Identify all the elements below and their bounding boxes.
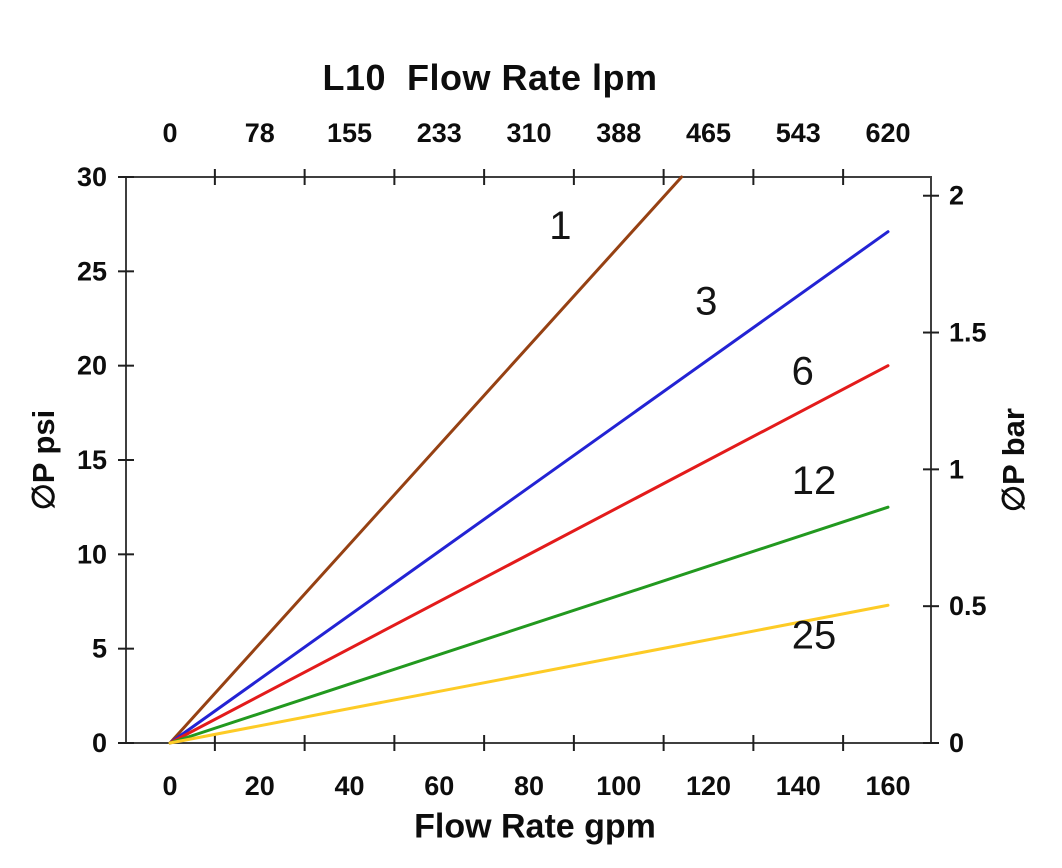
left-tick-label: 10 (77, 539, 107, 569)
bottom-tick-label: 0 (162, 771, 177, 801)
bottom-tick-label: 60 (424, 771, 454, 801)
bottom-tick-label: 120 (686, 771, 731, 801)
left-tick-label: 15 (77, 445, 107, 475)
bottom-tick-label: 160 (865, 771, 910, 801)
chart-title: L10 Flow Rate lpm (322, 57, 658, 98)
right-tick-label: 1 (949, 454, 964, 484)
top-tick-label: 310 (506, 118, 551, 148)
curve-label-1: 1 (549, 204, 571, 248)
series-line-12 (168, 505, 890, 745)
right-tick-label: 2 (949, 181, 964, 211)
top-tick-label: 620 (865, 118, 910, 148)
bottom-tick-label: 80 (514, 771, 544, 801)
top-tick-label: 465 (686, 118, 731, 148)
right-tick-label: 1.5 (949, 318, 987, 348)
left-tick-label: 0 (92, 728, 107, 758)
top-tick-label: 0 (162, 118, 177, 148)
bottom-tick-label: 40 (334, 771, 364, 801)
left-tick-label: 20 (77, 351, 107, 381)
series-line-3 (168, 230, 890, 745)
top-tick-label: 388 (596, 118, 641, 148)
top-tick-label: 155 (327, 118, 372, 148)
right-tick-label: 0.5 (949, 591, 987, 621)
series-line-25 (168, 603, 890, 745)
bottom-tick-label: 20 (245, 771, 275, 801)
series-line-6 (168, 364, 890, 745)
left-tick-label: 30 (77, 162, 107, 192)
top-tick-label: 233 (417, 118, 462, 148)
top-tick-label: 78 (245, 118, 275, 148)
curve-label-3: 3 (695, 280, 717, 324)
bottom-tick-label: 140 (776, 771, 821, 801)
right-tick-label: 0 (949, 728, 964, 758)
curve-label-6: 6 (792, 349, 814, 393)
x-axis-title: Flow Rate gpm (414, 807, 656, 846)
top-tick-label: 543 (776, 118, 821, 148)
left-tick-label: 25 (77, 256, 107, 286)
series-line-1 (168, 175, 684, 745)
curve-label-25: 25 (792, 613, 837, 657)
bottom-tick-label: 100 (596, 771, 641, 801)
left-tick-label: 5 (92, 634, 107, 664)
curve-label-12: 12 (792, 459, 837, 503)
